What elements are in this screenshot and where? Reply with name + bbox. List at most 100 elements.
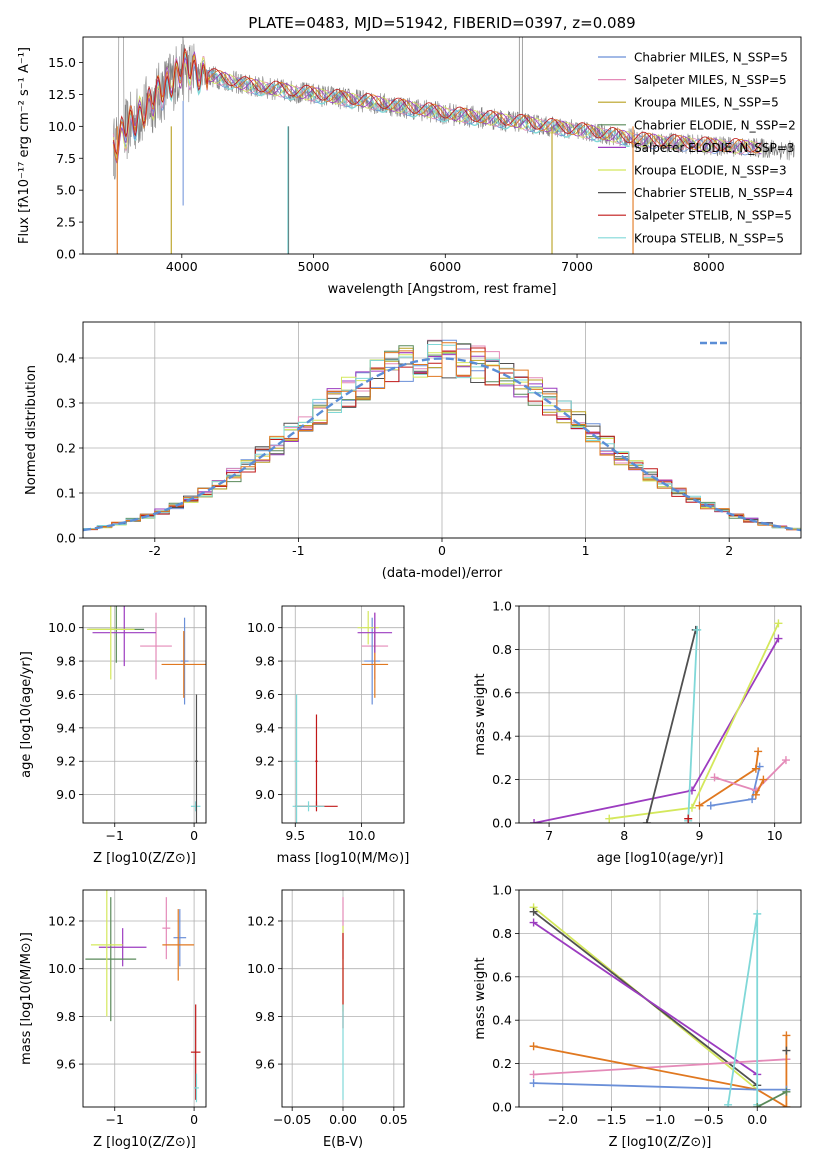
tick-label-y: 0.2 [492,1056,512,1071]
panel-weight_vs_age: 7 8 9 10 0.0 0.2 0.4 0.6 0.8 1.0 age [log10(age/yr… [473,599,802,866]
legend-entry: Kroupa ELODIE, N_SSP=3 [634,164,787,178]
tick-label-y: 0.3 [56,396,76,411]
axes-frame [281,889,405,1108]
y-axis-label: Flux [fλ10⁻¹⁷ erg cm⁻² s⁻¹ A⁻¹] [17,47,32,244]
tick-label-y: 5.0 [56,183,76,198]
tick-label-x: 9 [696,828,704,843]
weight-line [714,759,787,792]
tick-label-y: 9.6 [255,687,275,702]
tick-label-y: 2.5 [56,215,76,230]
weight-marker [759,775,768,784]
weight-marker [724,1100,733,1107]
panel-age_vs_Z: −1 0 9.0 9.2 9.4 9.6 9.8 10.0 Z [log10(Z/Z⊙)] age… [19,605,207,866]
legend-entry: Salpeter ELODIE, N_SSP=3 [634,141,795,155]
weight-line [755,779,765,796]
tick-label-y: 10.2 [247,914,275,929]
tick-label-x: −1 [106,1112,124,1127]
y-axis-label: mass [log10(M/M⊙)] [19,932,34,1065]
weight-line [533,921,758,1076]
model-spectrum [112,56,762,155]
weight-marker [710,773,719,782]
weight-marker [529,918,538,927]
tick-label-x: 7000 [561,259,593,274]
weight-marker [782,1046,791,1055]
tick-label-y: 0.2 [492,772,512,787]
legend-entry: Chabrier ELODIE, N_SSP=2 [634,118,796,132]
weight-line [727,913,759,1105]
tick-label-y: 9.8 [255,654,275,669]
tick-label-x: −1 [106,828,124,843]
legend-entry: Kroupa STELIB, N_SSP=5 [634,231,784,245]
tick-label-x: 0 [190,828,198,843]
plot-area [86,606,206,823]
tick-label-y: 15.0 [48,55,76,70]
tick-label-y: 9.6 [255,1057,275,1072]
x-axis-label: Z [log10(Z/Z⊙)] [93,1135,196,1150]
tick-label-y: 0.8 [492,926,512,941]
weight-marker [605,814,614,823]
tick-label-x: 10 [767,828,783,843]
tick-label-y: 0.6 [492,969,512,984]
legend-entry: Kroupa MILES, N_SSP=5 [634,96,779,110]
panel-mass_vs_Z: −1 0 9.6 9.8 10.0 10.2 Z [log10(Z/Z⊙)] mass [lo… [19,889,207,1150]
weight-marker [684,814,693,823]
weight-line [533,1058,787,1076]
plot-area [529,903,791,1107]
histogram-series [83,342,801,532]
weight-marker [693,625,702,634]
weight-marker [642,819,651,823]
tick-label-x: 9.5 [285,828,305,843]
axes-frame [281,605,405,824]
panel-residuals: -2 -1 0 1 2 0.0 0.1 0.2 0.3 0.4 (data-model)/error… [24,321,802,581]
tick-label-y: 0.4 [492,729,512,744]
weight-marker [774,634,783,643]
x-axis-label: (data-model)/error [382,566,503,581]
x-axis-label: Z [log10(Z/Z⊙)] [93,851,196,866]
tick-label-x: 0.00 [329,1112,357,1127]
axes-frame [82,36,802,255]
tick-label-x: −0.05 [273,1112,311,1127]
x-axis-label: age [log10(age/yr)] [597,851,724,866]
weight-marker [706,801,715,810]
weight-marker [751,764,760,773]
tick-label-x: -1 [292,543,304,558]
weight-line [687,629,699,821]
tick-label-x: 0 [190,1112,198,1127]
tick-label-x: 0.0 [747,1112,767,1127]
plot-area [85,890,201,1103]
axes-frame [82,889,207,1108]
weight-line [645,629,697,823]
tick-label-y: 10.0 [48,961,76,976]
weight-marker [751,790,760,799]
tick-label-y: 0.0 [56,247,76,262]
tick-label-x: 6000 [429,259,461,274]
tick-label-x: 10.0 [348,828,376,843]
plot-area [530,619,790,823]
y-axis-label: mass weight [473,957,488,1039]
weight-marker [748,795,757,804]
weight-marker [529,1070,538,1079]
x-axis-label: Z [log10(Z/Z⊙)] [609,1135,712,1150]
tick-label-y: 9.0 [56,787,76,802]
tick-label-y: 0.1 [56,486,76,501]
tick-label-x: 7 [545,828,553,843]
tick-label-y: 0.0 [492,816,512,831]
tick-label-x: 2 [725,543,733,558]
tick-label-y: 0.6 [492,685,512,700]
x-axis-label: wavelength [Angstrom, rest frame] [328,282,557,297]
weight-line [756,1091,787,1107]
tick-label-y: 0.4 [492,1013,512,1028]
tick-label-y: 1.0 [492,883,512,898]
tick-label-x: −1.0 [645,1112,675,1127]
y-axis-label: age [log10(age/yr)] [19,651,34,778]
tick-label-y: 0.4 [56,351,76,366]
tick-label-y: 10.2 [48,914,76,929]
weight-marker [753,909,762,918]
legend-entry: Salpeter STELIB, N_SSP=5 [634,209,792,223]
x-axis-label: mass [log10(M/M⊙)] [277,851,410,866]
weight-marker [774,619,783,628]
tick-label-y: 9.2 [255,754,275,769]
tick-label-y: 10.0 [247,620,275,635]
weight-marker [781,756,790,765]
weight-marker [754,747,763,756]
